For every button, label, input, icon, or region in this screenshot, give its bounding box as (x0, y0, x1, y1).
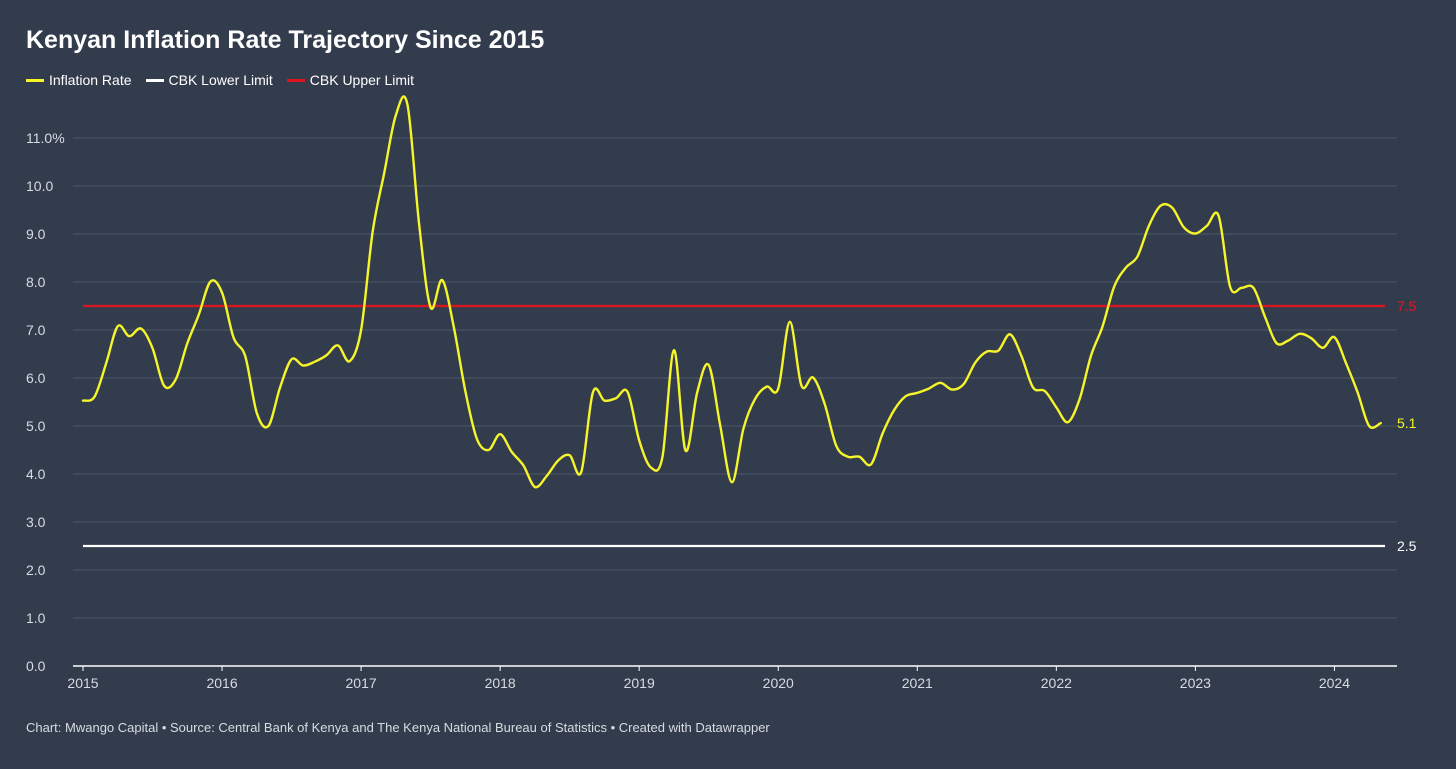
legend-label-upper-limit: CBK Upper Limit (309, 72, 415, 88)
legend-swatch-lower-limit (145, 78, 164, 82)
y-tick-label: 3.0 (26, 514, 46, 530)
y-tick-label: 0.0 (26, 658, 46, 674)
x-tick-label: 2020 (763, 675, 794, 691)
y-tick-label: 8.0 (26, 274, 46, 290)
upper-limit-end-label: 7.5 (1397, 298, 1417, 314)
chart-footer: Chart: Mwango Capital • Source: Central … (26, 720, 770, 735)
x-tick-label: 2018 (485, 675, 516, 691)
x-tick-label: 2024 (1319, 675, 1350, 691)
x-tick-label: 2022 (1041, 675, 1072, 691)
legend-label-inflation: Inflation Rate (49, 72, 132, 88)
legend-swatch-inflation (26, 78, 44, 82)
chart-title: Kenyan Inflation Rate Trajectory Since 2… (26, 26, 545, 54)
inflation-end-label: 5.1 (1397, 415, 1417, 431)
legend-item-upper-limit: CBK Upper Limit (286, 72, 415, 88)
x-tick-label: 2016 (206, 675, 237, 691)
inflation-rate-line (81, 95, 1382, 489)
x-tick-label: 2023 (1180, 675, 1211, 691)
x-tick-label: 2021 (902, 675, 933, 691)
y-tick-label: 10.0 (26, 178, 53, 194)
y-tick-label: 11.0% (26, 130, 65, 146)
x-tick-label: 2015 (67, 675, 98, 691)
legend: Inflation Rate CBK Lower Limit CBK Upper… (26, 72, 428, 88)
y-tick-label: 1.0 (26, 610, 46, 626)
y-tick-label: 4.0 (26, 466, 46, 482)
y-tick-label: 5.0 (26, 418, 46, 434)
x-tick-label: 2017 (346, 675, 377, 691)
legend-label-lower-limit: CBK Lower Limit (168, 72, 273, 88)
legend-item-lower-limit: CBK Lower Limit (145, 72, 273, 88)
legend-item-inflation: Inflation Rate (26, 72, 132, 88)
lower-limit-end-label: 2.5 (1397, 538, 1417, 554)
y-tick-label: 9.0 (26, 226, 46, 242)
y-tick-label: 6.0 (26, 370, 46, 386)
legend-swatch-upper-limit (286, 78, 305, 82)
y-tick-label: 7.0 (26, 322, 46, 338)
x-tick-label: 2019 (624, 675, 655, 691)
y-tick-label: 2.0 (26, 562, 46, 578)
